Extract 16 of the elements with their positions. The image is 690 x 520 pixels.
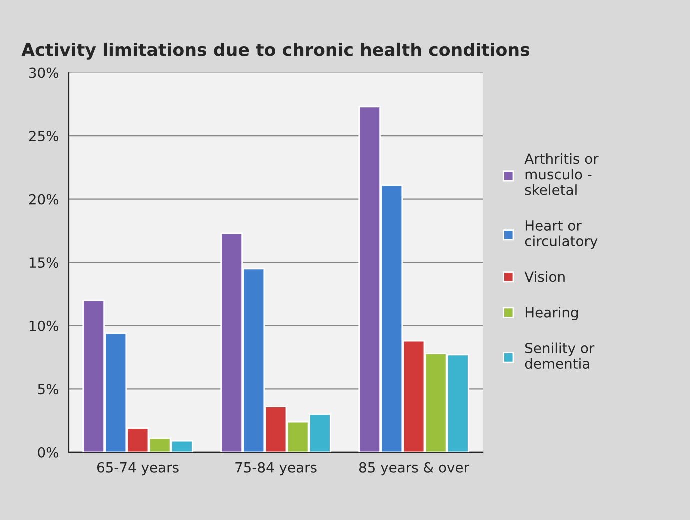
x-tick-label: 85 years & over	[359, 462, 470, 476]
y-tick-label: 5%	[38, 384, 59, 395]
legend-label: Heart or circulatory	[525, 220, 598, 250]
legend-label: Senility or dementia	[525, 342, 595, 370]
y-tick-label: 30%	[29, 68, 59, 78]
y-tick-label: 0%	[38, 447, 59, 458]
x-tick-label: 65-74 years	[97, 462, 179, 476]
x-tick-label: 75-84 years	[236, 462, 317, 476]
y-tick-label: 15%	[30, 258, 59, 268]
y-tick-label: 10%	[30, 320, 59, 332]
y-tick-label: 20%	[29, 194, 59, 205]
legend-label: Vision	[524, 271, 565, 282]
y-tick-label: 25%	[29, 131, 59, 142]
legend-label: Hearing	[526, 307, 578, 321]
legend-label: Arthritis or musculo - skeletal	[524, 153, 599, 196]
chart-title: Activity limitations due to chronic health conditions	[22, 42, 530, 60]
